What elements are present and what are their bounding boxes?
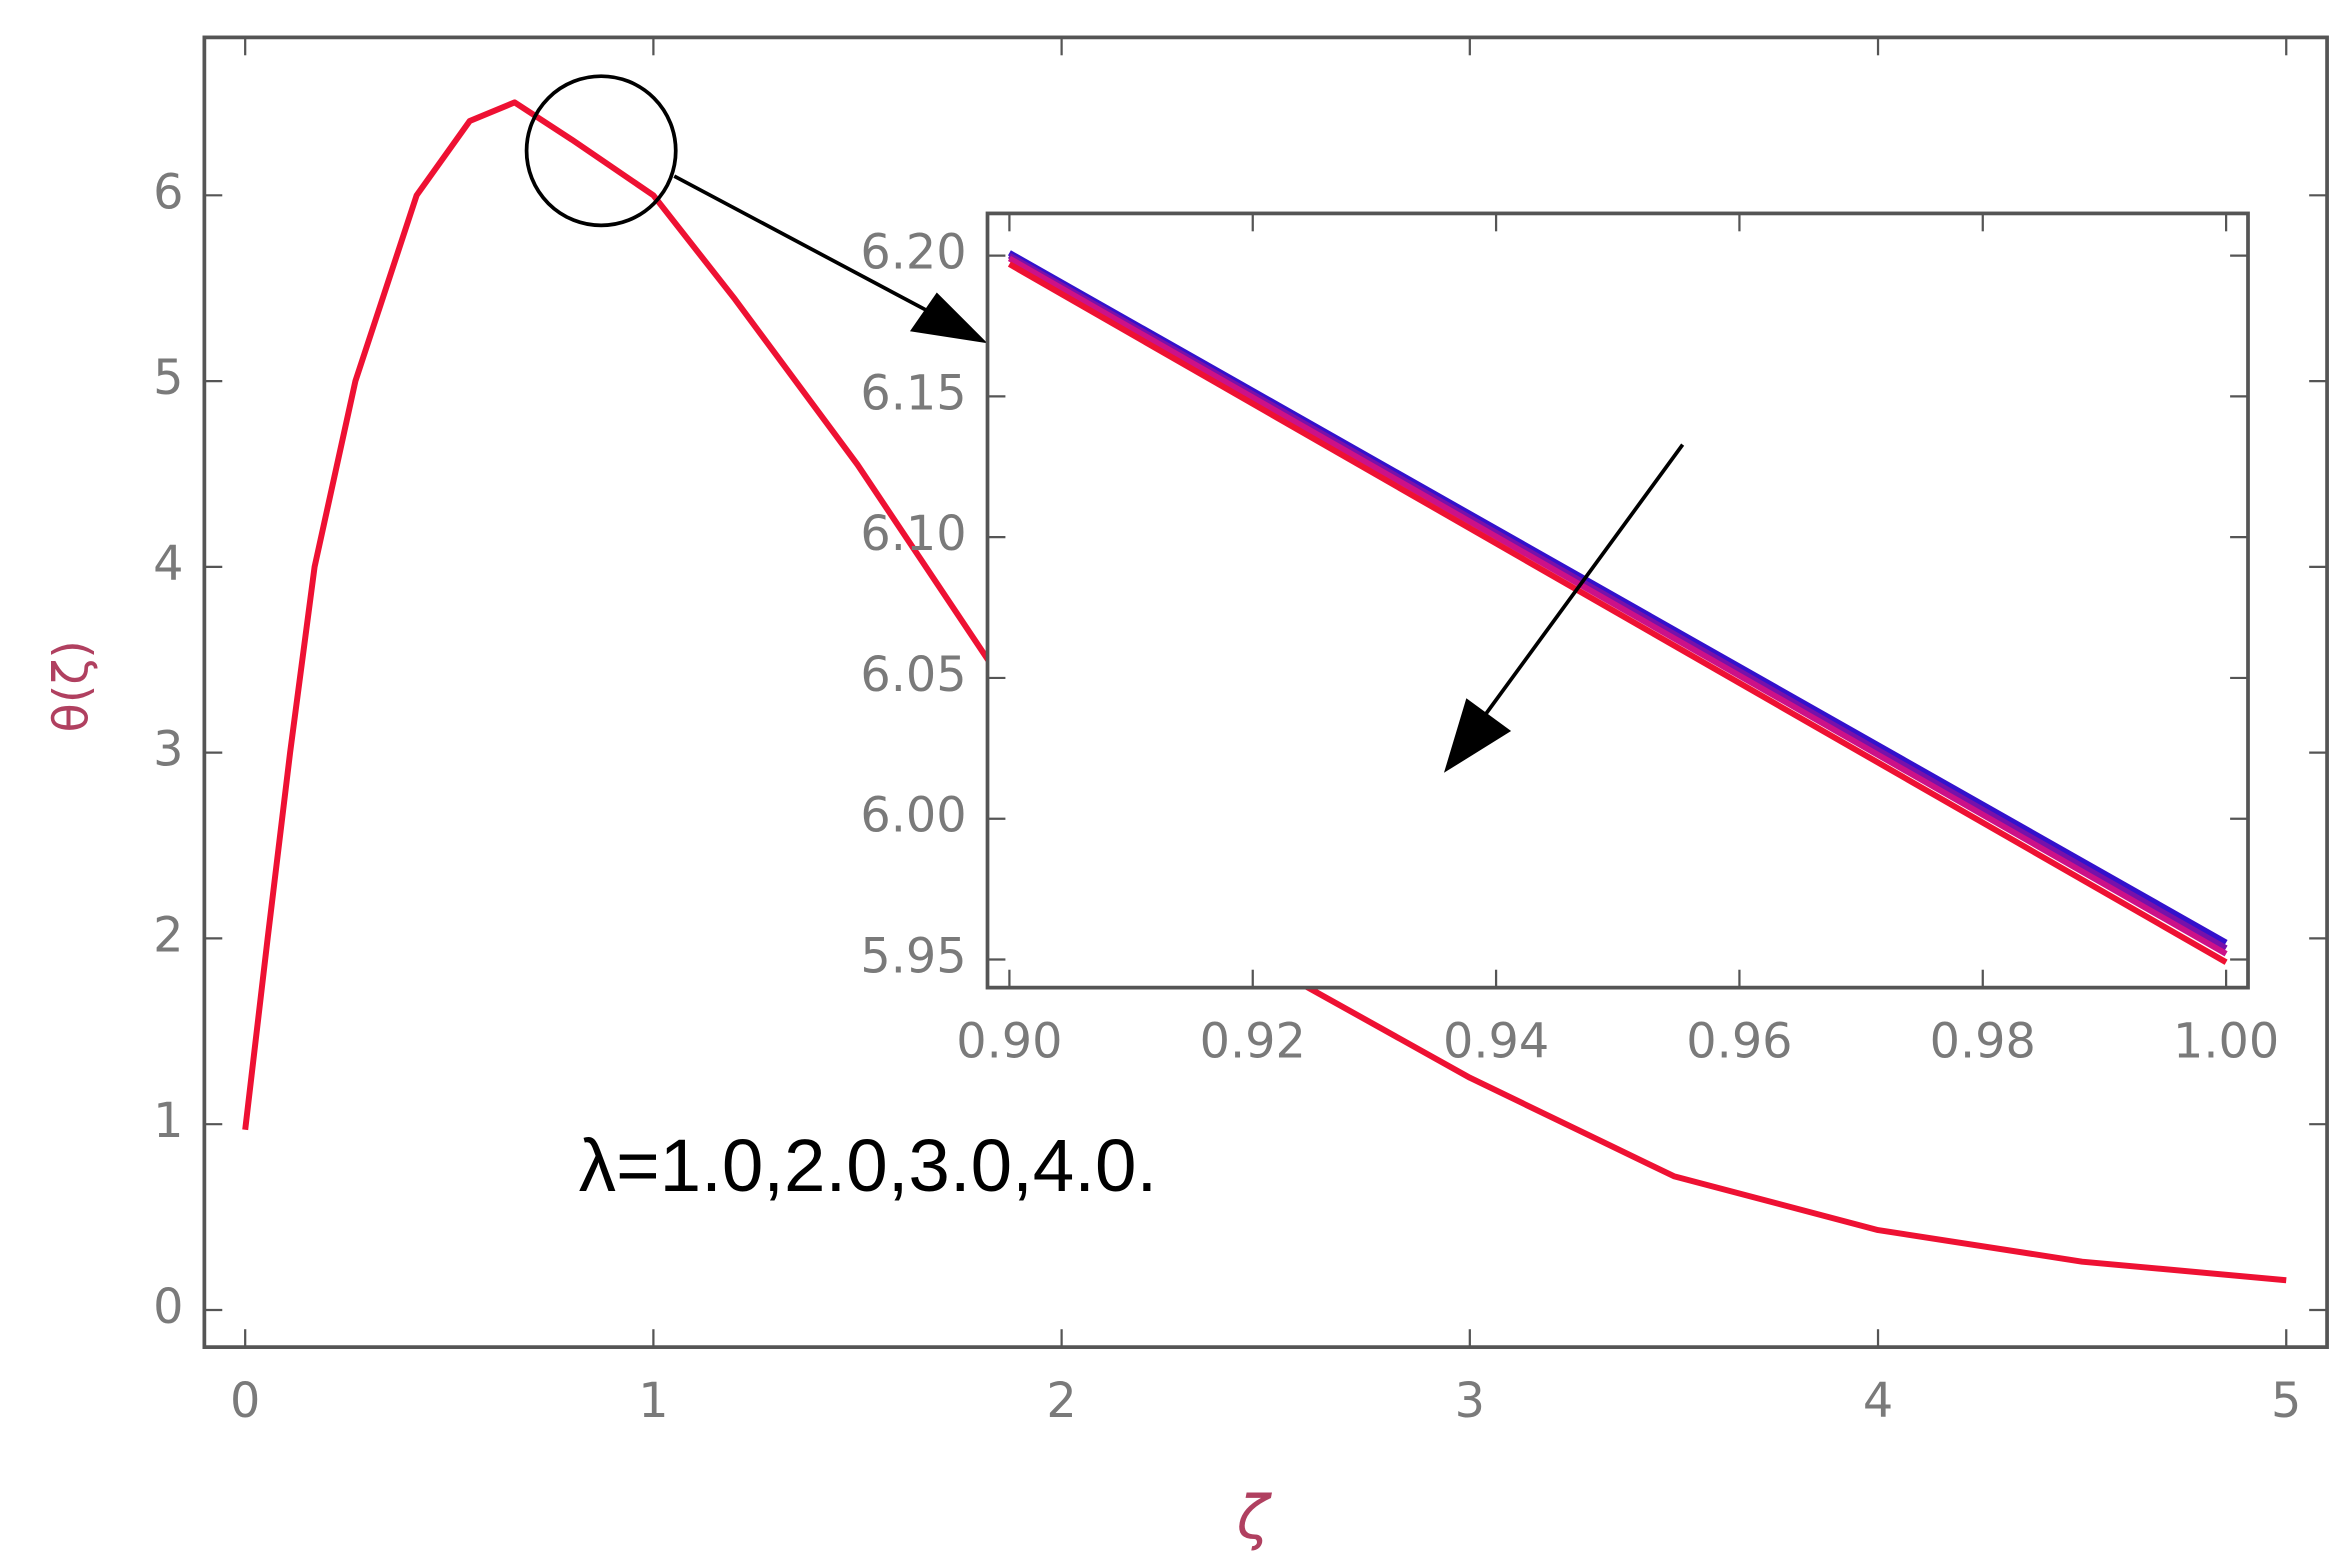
x-tick-label: 0.96 — [1686, 1014, 1792, 1069]
plot-frame — [985, 211, 2250, 990]
y-tick-label: 4 — [153, 537, 183, 592]
x-axis-label: ζ — [1236, 1484, 1273, 1553]
series-line — [1007, 255, 2228, 957]
x-tick-label: 3 — [1455, 1374, 1485, 1429]
zoom-circle — [524, 74, 678, 228]
x-tick-label: 0.98 — [1930, 1014, 2036, 1069]
trend-arrow — [1482, 443, 1685, 718]
main-plot: 0 1 2 3 4 5 0 1 2 3 4 5 6 — [153, 35, 2329, 1429]
y-tick-label: 1 — [153, 1094, 183, 1149]
x-tick-label: 0 — [230, 1374, 260, 1429]
annotation: λ=1.0,2.0,3.0,4.0. — [579, 1123, 1157, 1207]
y-axis-label: θ(ζ) — [45, 640, 100, 732]
x-tick-label: 2 — [1046, 1374, 1076, 1429]
x-tick-label: 1.00 — [2173, 1014, 2279, 1069]
plot-frame — [202, 35, 2329, 1349]
x-tick-label: 0.90 — [956, 1014, 1062, 1069]
y-tick-label: 6.20 — [860, 226, 966, 281]
x-tick-label: 5 — [2271, 1374, 2301, 1429]
y-tick-label: 5.95 — [860, 929, 966, 984]
trend-arrowhead — [1443, 698, 1512, 773]
y-tick-label: 6.00 — [860, 789, 966, 844]
y-tick-label: 6.05 — [860, 648, 966, 703]
x-tick-label: 1 — [638, 1374, 668, 1429]
y-tick-label: 6 — [153, 165, 183, 220]
x-tick-label: 0.92 — [1200, 1014, 1306, 1069]
y-tick-label: 5 — [153, 351, 183, 406]
y-tick-label: 6.10 — [860, 507, 966, 562]
zoom-arrow — [673, 174, 934, 316]
y-tick-label: 3 — [153, 723, 183, 778]
series-line — [242, 99, 2287, 1284]
inset-plot: 0.90 0.92 0.94 0.96 0.98 1.00 5.95 6.00 6.05 6.10… — [860, 211, 2279, 1069]
zoom-arrowhead — [909, 292, 988, 344]
y-tick-label: 2 — [153, 908, 183, 963]
y-tick-label: 0 — [153, 1280, 183, 1335]
y-tick-label: 6.15 — [860, 366, 966, 421]
series-line — [1007, 261, 2228, 965]
x-tick-label: 4 — [1863, 1374, 1893, 1429]
x-tick-label: 0.94 — [1443, 1014, 1549, 1069]
